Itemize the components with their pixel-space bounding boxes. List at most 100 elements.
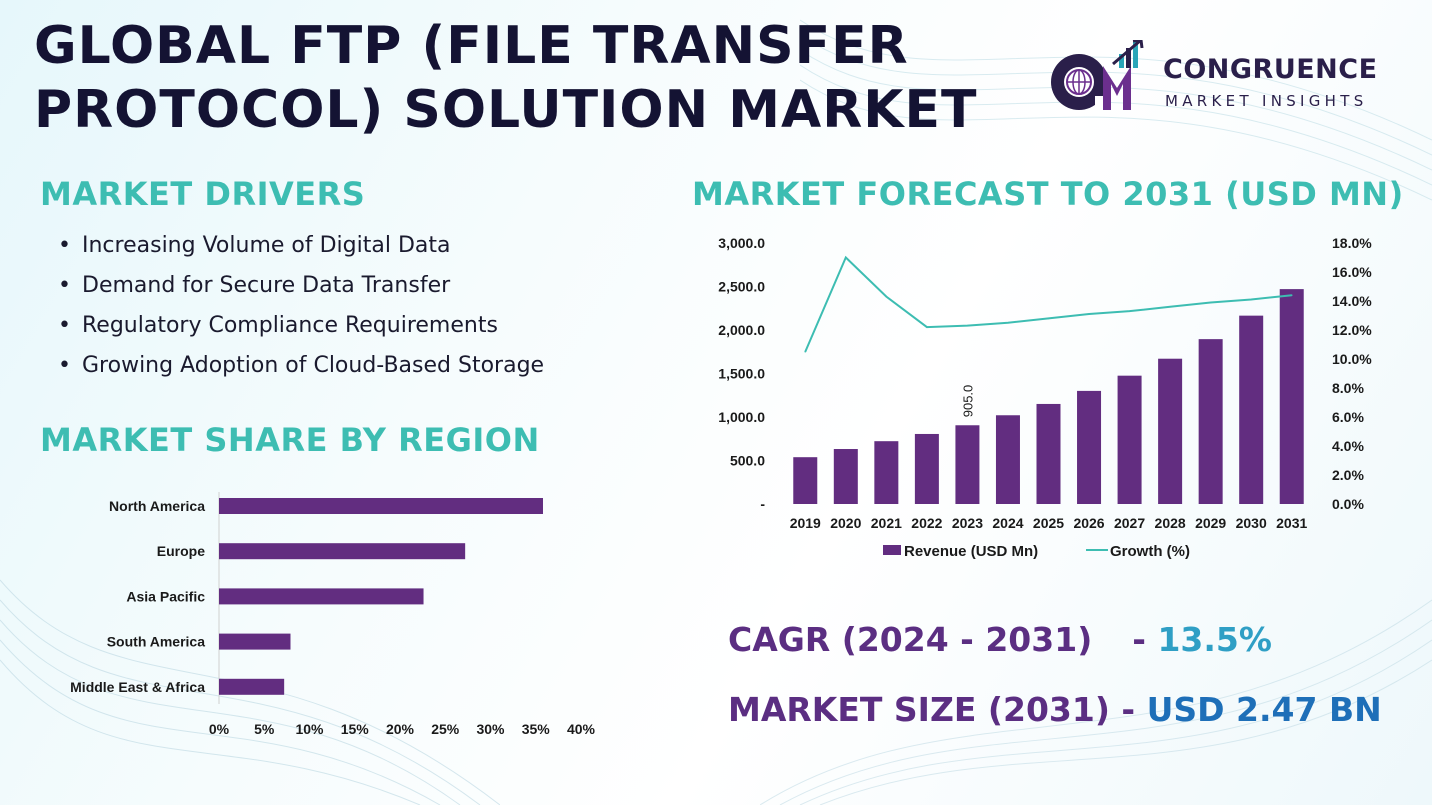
driver-item: Regulatory Compliance Requirements bbox=[58, 306, 544, 346]
region-bar-middle-east-africa bbox=[219, 678, 285, 695]
forecast-y2-tick-label: 16.0% bbox=[1332, 264, 1372, 280]
forecast-y2-tick-label: 8.0% bbox=[1332, 380, 1364, 396]
market-drivers-heading: MARKET DRIVERS bbox=[40, 175, 366, 213]
page-title: GLOBAL FTP (FILE TRANSFER PROTOCOL) SOLU… bbox=[34, 14, 978, 142]
cagr-value: 13.5% bbox=[1157, 620, 1272, 659]
region-category-label: North America bbox=[109, 498, 205, 514]
market-size-separator: - bbox=[1109, 690, 1147, 729]
forecast-y-tick-label: 500.0 bbox=[730, 453, 765, 469]
forecast-x-tick-label: 2025 bbox=[1033, 515, 1064, 531]
cagr-label: CAGR (2024 - 2031) bbox=[728, 620, 1093, 659]
forecast-x-tick-label: 2023 bbox=[952, 515, 983, 531]
logo-name: CONGRUENCE bbox=[1163, 54, 1378, 85]
forecast-revenue-bar-2029 bbox=[1198, 339, 1223, 504]
forecast-growth-point bbox=[1290, 294, 1293, 296]
forecast-growth-point bbox=[1088, 313, 1090, 315]
forecast-growth-point bbox=[926, 326, 928, 328]
forecast-x-tick-label: 2021 bbox=[871, 515, 902, 531]
driver-item: Increasing Volume of Digital Data bbox=[58, 226, 544, 266]
region-x-tick-label: 25% bbox=[431, 721, 460, 737]
forecast-revenue-bar-2021 bbox=[874, 441, 899, 504]
forecast-revenue-bar-2023 bbox=[955, 425, 980, 504]
forecast-y-tick-label: 1,500.0 bbox=[718, 366, 765, 382]
region-share-chart: North America Europe Asia Pacific South Ame… bbox=[70, 492, 596, 737]
region-share-heading: MARKET SHARE BY REGION bbox=[40, 421, 540, 459]
region-category-label: Europe bbox=[157, 543, 205, 559]
forecast-x-tick-label: 2028 bbox=[1155, 515, 1186, 531]
forecast-x-tick-label: 2031 bbox=[1276, 515, 1307, 531]
forecast-x-tick-label: 2026 bbox=[1073, 515, 1104, 531]
forecast-y-tick-label: - bbox=[760, 496, 765, 512]
legend-revenue-label: Revenue (USD Mn) bbox=[904, 543, 1038, 560]
region-bar-europe bbox=[219, 543, 466, 560]
cagr-statement: CAGR (2024 - 2031) - 13.5% bbox=[728, 620, 1272, 659]
region-category-label: Asia Pacific bbox=[126, 588, 205, 604]
forecast-revenue-bar-2028 bbox=[1158, 358, 1183, 504]
forecast-y-tick-label: 2,500.0 bbox=[718, 279, 765, 295]
forecast-growth-point bbox=[845, 256, 847, 259]
region-bar-south-america bbox=[219, 633, 291, 650]
forecast-revenue-bar-2030 bbox=[1239, 315, 1264, 504]
forecast-revenue-bar-2031 bbox=[1279, 289, 1304, 504]
forecast-growth-point bbox=[1128, 310, 1131, 312]
page-title-line-2: PROTOCOL) SOLUTION MARKET bbox=[34, 80, 978, 140]
region-x-tick-label: 0% bbox=[209, 721, 230, 737]
forecast-y2-tick-label: 0.0% bbox=[1332, 496, 1364, 512]
market-drivers-list: Increasing Volume of Digital Data Demand… bbox=[58, 226, 544, 386]
forecast-y2-tick-label: 2.0% bbox=[1332, 467, 1364, 483]
forecast-revenue-bar-2026 bbox=[1077, 390, 1102, 504]
region-category-label: Middle East & Africa bbox=[70, 679, 205, 695]
forecast-x-tick-label: 2030 bbox=[1236, 515, 1267, 531]
company-logo: CONGRUENCE MARKET INSIGHTS bbox=[1045, 40, 1405, 120]
forecast-y-tick-label: 1,000.0 bbox=[718, 409, 765, 425]
forecast-revenue-bar-2019 bbox=[793, 457, 818, 504]
page-title-line-1: GLOBAL FTP (FILE TRANSFER bbox=[34, 16, 909, 76]
forecast-revenue-bar-2022 bbox=[914, 433, 939, 504]
region-x-tick-label: 5% bbox=[254, 721, 275, 737]
driver-item: Demand for Secure Data Transfer bbox=[58, 266, 544, 306]
forecast-y2-tick-label: 14.0% bbox=[1332, 293, 1372, 309]
cagr-separator: - bbox=[1132, 620, 1158, 659]
region-x-tick-label: 15% bbox=[341, 721, 370, 737]
forecast-y2-tick-label: 10.0% bbox=[1332, 351, 1372, 367]
forecast-y2-tick-label: 6.0% bbox=[1332, 409, 1364, 425]
region-bar-asia-pacific bbox=[219, 588, 424, 605]
forecast-growth-point bbox=[966, 324, 969, 327]
market-size-label: MARKET SIZE (2031) bbox=[728, 690, 1110, 729]
legend-revenue-swatch bbox=[883, 545, 901, 555]
region-x-tick-label: 40% bbox=[567, 721, 596, 737]
logo-subtitle: MARKET INSIGHTS bbox=[1165, 92, 1368, 110]
region-x-tick-label: 10% bbox=[295, 721, 324, 737]
market-size-statement: MARKET SIZE (2031) - USD 2.47 BN bbox=[728, 690, 1382, 729]
forecast-x-tick-label: 2022 bbox=[911, 515, 942, 531]
forecast-heading: MARKET FORECAST TO 2031 (USD MN) bbox=[692, 175, 1404, 213]
region-category-label: South America bbox=[107, 634, 205, 650]
background-wave-bottom-right bbox=[760, 599, 1432, 805]
region-x-tick-label: 35% bbox=[522, 721, 551, 737]
forecast-x-tick-label: 2019 bbox=[790, 515, 821, 531]
driver-item: Growing Adoption of Cloud-Based Storage bbox=[58, 346, 544, 386]
forecast-growth-line bbox=[804, 255, 1292, 353]
legend-growth-label: Growth (%) bbox=[1110, 543, 1190, 560]
forecast-x-tick-label: 2020 bbox=[830, 515, 861, 531]
forecast-growth-point bbox=[1250, 298, 1252, 301]
forecast-growth-point bbox=[1169, 306, 1171, 308]
forecast-y2-tick-label: 12.0% bbox=[1332, 322, 1372, 338]
forecast-y2-tick-label: 4.0% bbox=[1332, 438, 1364, 454]
forecast-x-tick-label: 2027 bbox=[1114, 515, 1145, 531]
region-bar-north-america bbox=[219, 498, 543, 514]
forecast-growth-point bbox=[804, 350, 807, 353]
forecast-x-tick-label: 2029 bbox=[1195, 515, 1226, 531]
region-x-tick-label: 30% bbox=[476, 721, 505, 737]
forecast-revenue-bar-2020 bbox=[833, 449, 858, 504]
forecast-growth-point bbox=[885, 295, 888, 298]
logo-monogram-icon bbox=[1051, 40, 1144, 110]
forecast-chart: - 500.0 1,000.0 1,500.0 2,000.0 2,500.0 3,000.… bbox=[718, 235, 1372, 560]
forecast-growth-point bbox=[1007, 321, 1009, 324]
forecast-revenue-bar-2027 bbox=[1117, 375, 1142, 504]
forecast-x-tick-label: 2024 bbox=[992, 515, 1023, 531]
forecast-revenue-bar-2024 bbox=[995, 415, 1020, 504]
forecast-y-tick-label: 3,000.0 bbox=[718, 235, 765, 251]
forecast-growth-point bbox=[1209, 301, 1212, 304]
forecast-data-label: 905.0 bbox=[960, 385, 975, 418]
